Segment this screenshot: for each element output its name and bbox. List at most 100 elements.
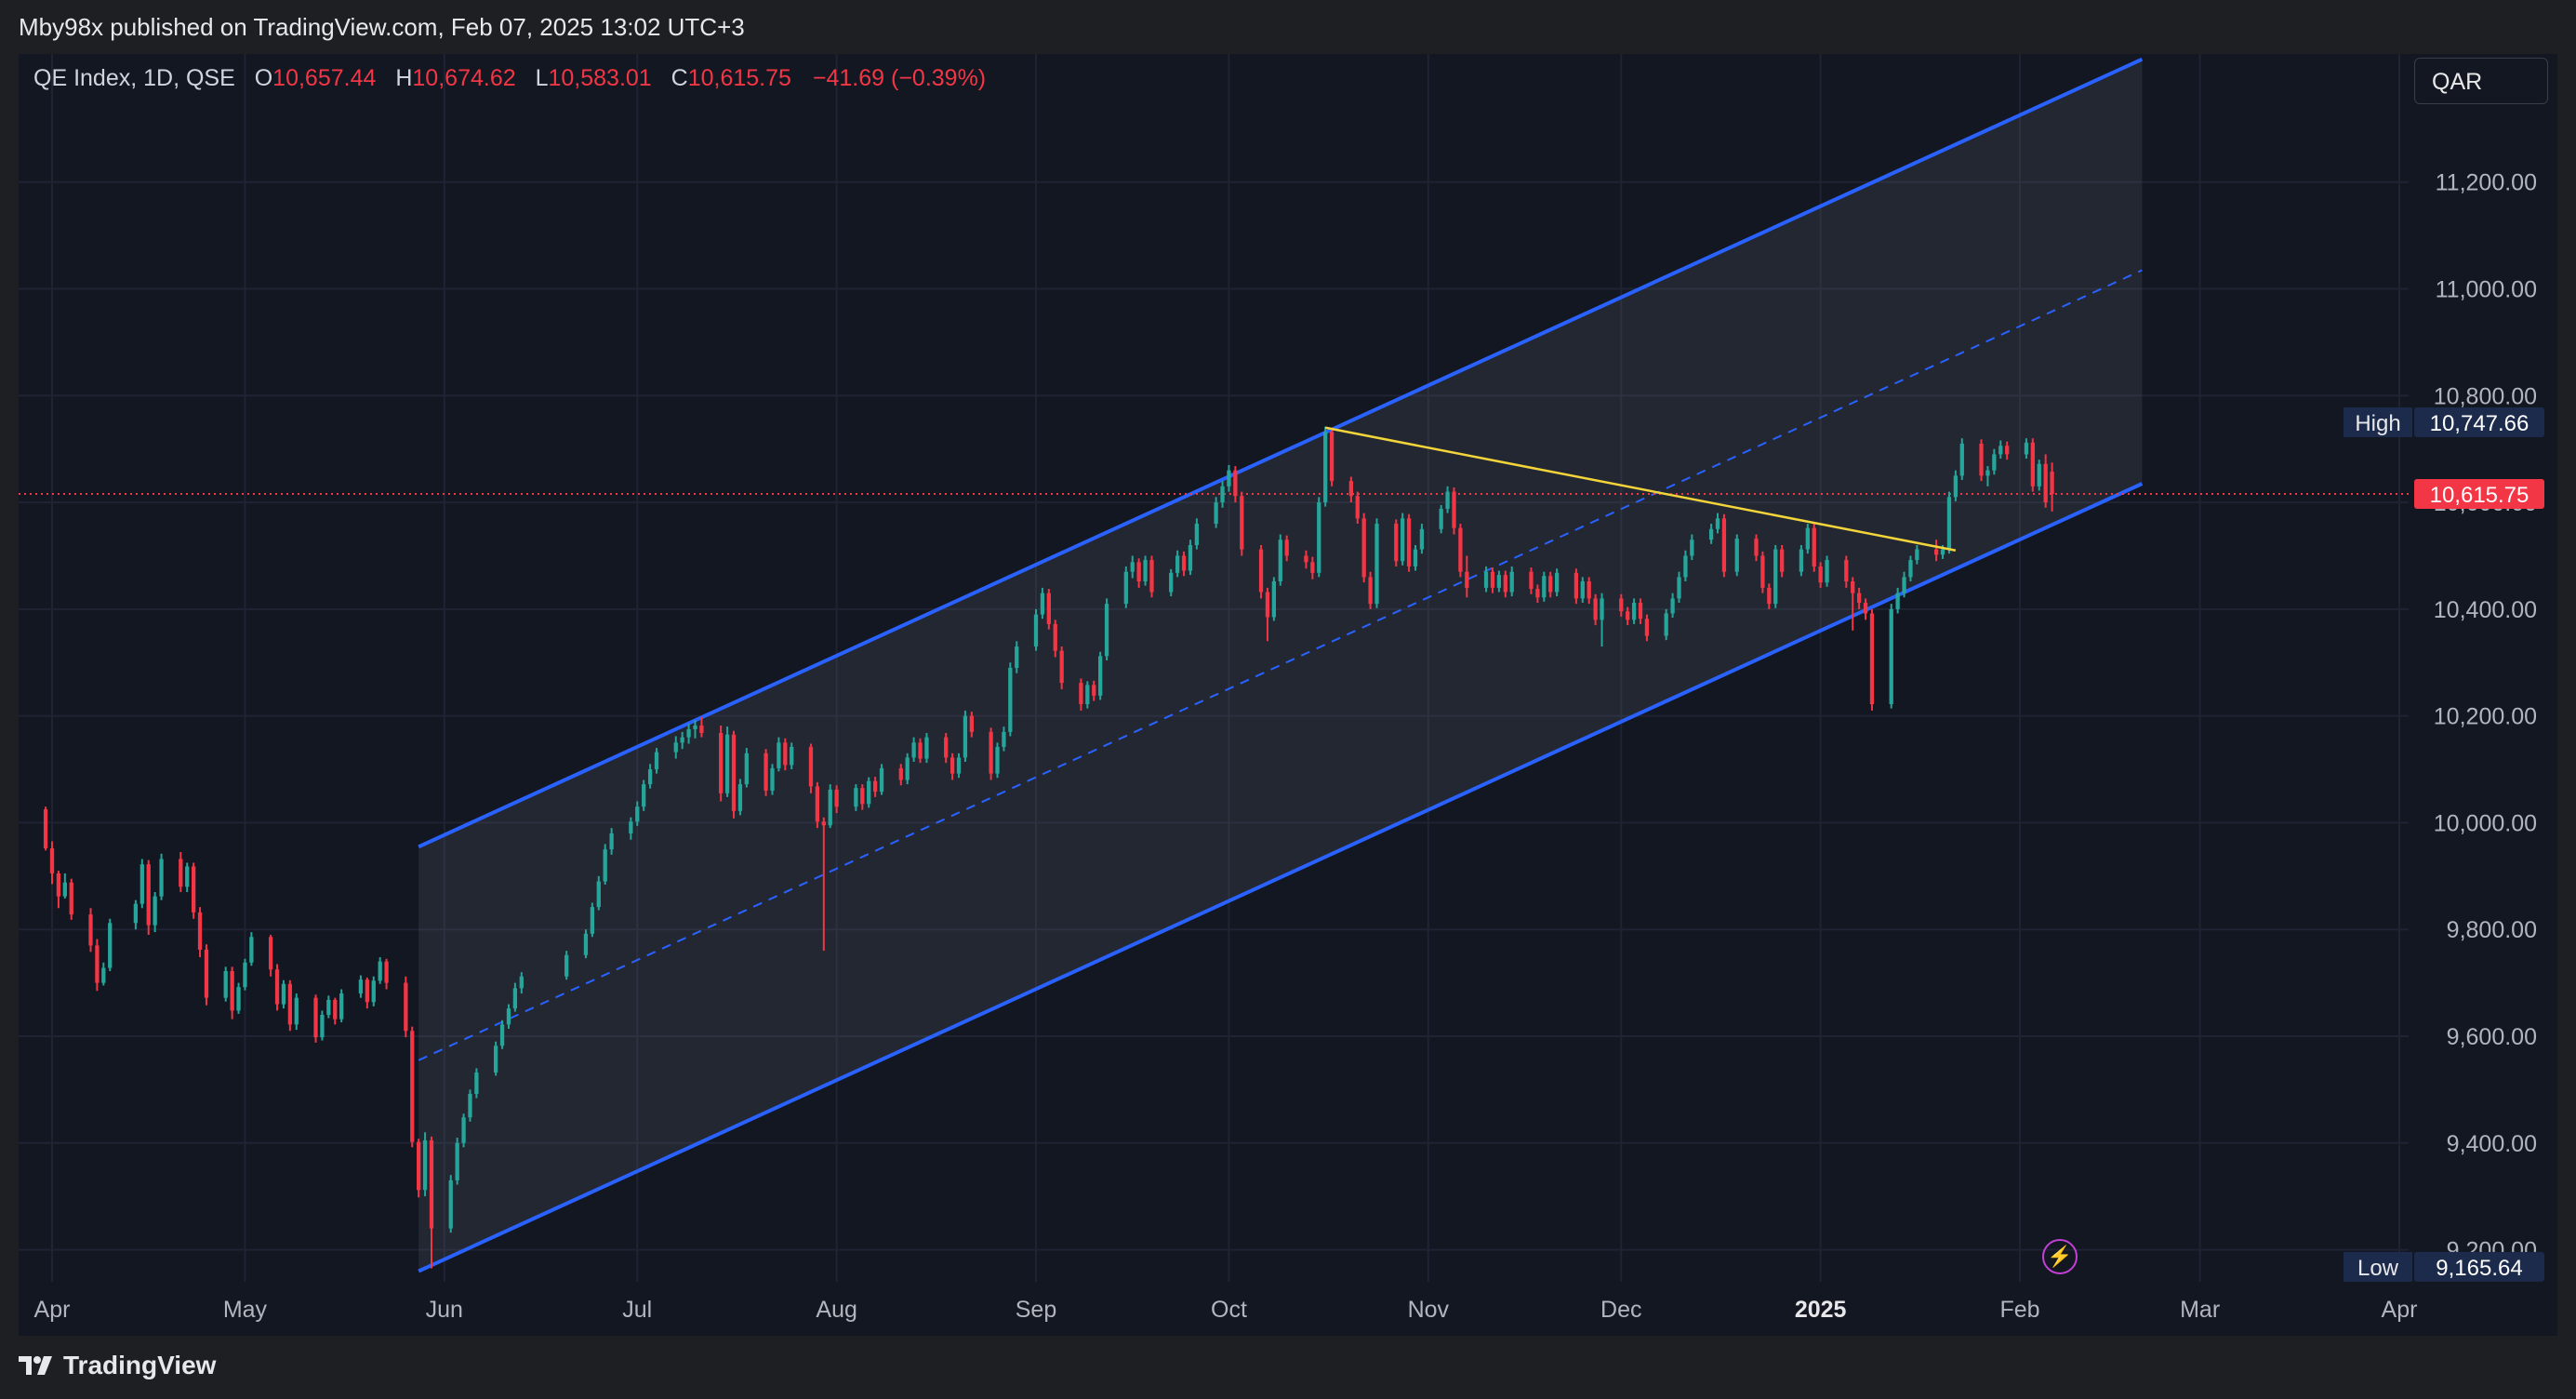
candle-body bbox=[1348, 481, 1353, 497]
publish-info: Mby98x published on TradingView.com, Feb… bbox=[19, 13, 745, 41]
high-marker-label: High bbox=[2355, 411, 2400, 436]
candle-body bbox=[62, 882, 67, 897]
candle-body bbox=[1085, 685, 1090, 705]
candle-body bbox=[1368, 577, 1373, 605]
lightning-icon[interactable]: ⚡ bbox=[2042, 1239, 2078, 1274]
candle-body bbox=[963, 715, 968, 758]
channel-middle-line bbox=[418, 269, 2143, 1061]
currency-selector[interactable]: QAR bbox=[2414, 58, 2548, 104]
candle-body bbox=[872, 780, 878, 793]
candle-body bbox=[1040, 593, 1045, 615]
channel-upper-line bbox=[418, 57, 2144, 849]
candle-body bbox=[647, 769, 653, 785]
candle-body bbox=[1953, 475, 1959, 498]
candle-body bbox=[133, 903, 139, 924]
candle-body bbox=[146, 864, 151, 926]
candle-body bbox=[1818, 566, 1823, 583]
candle-body bbox=[326, 999, 331, 1016]
candle-body bbox=[969, 715, 974, 732]
chart-area[interactable] bbox=[19, 54, 2557, 1336]
candle-body bbox=[274, 969, 280, 1005]
candle-body bbox=[56, 873, 61, 897]
candle-body bbox=[1780, 549, 1785, 572]
candle-body bbox=[1869, 613, 1875, 705]
x-tick-label: Dec bbox=[1600, 1297, 1641, 1323]
candle-body bbox=[2030, 442, 2035, 486]
candle-body bbox=[404, 982, 408, 1032]
candle-body bbox=[422, 1139, 428, 1191]
symbol-name: QE Index, 1D, QSE bbox=[33, 65, 235, 91]
candle-body bbox=[642, 784, 646, 807]
candle-body bbox=[1933, 549, 1939, 555]
candle-body bbox=[603, 849, 607, 882]
candle-body bbox=[1959, 443, 1964, 476]
candle-body bbox=[898, 767, 903, 780]
candle-body bbox=[1046, 593, 1051, 624]
candle-body bbox=[1631, 602, 1637, 620]
candle-body bbox=[1130, 562, 1135, 572]
candle-body bbox=[1406, 518, 1412, 566]
candle-body bbox=[1600, 598, 1604, 620]
candle-body bbox=[1394, 524, 1399, 562]
tradingview-logo-icon bbox=[19, 1356, 52, 1375]
high-marker-value-box bbox=[2414, 407, 2544, 437]
candle-body bbox=[1278, 540, 1282, 582]
candle-body bbox=[333, 999, 338, 1019]
candle-body bbox=[1760, 555, 1765, 588]
candle-body bbox=[583, 933, 589, 955]
x-tick-label: Feb bbox=[1999, 1297, 2039, 1323]
candle-body bbox=[1503, 575, 1507, 593]
candle-body bbox=[867, 780, 871, 805]
candle-body bbox=[693, 725, 697, 729]
low-label: L bbox=[535, 65, 549, 91]
candle-body bbox=[1721, 518, 1727, 572]
candle-body bbox=[1419, 528, 1425, 550]
candle-body bbox=[243, 962, 247, 988]
candle-body bbox=[461, 1117, 466, 1143]
candle-body bbox=[1136, 562, 1141, 582]
candle-body bbox=[493, 1046, 498, 1073]
last-price-marker-value: 10,615.75 bbox=[2430, 483, 2530, 508]
candle-body bbox=[770, 767, 775, 791]
candle-body bbox=[764, 753, 768, 791]
candle-body bbox=[1915, 549, 1919, 561]
candle-body bbox=[1181, 555, 1187, 571]
candle-body bbox=[2024, 442, 2029, 455]
candle-body bbox=[1805, 527, 1810, 550]
candle-body bbox=[1677, 577, 1681, 599]
symbol-legend: QE Index, 1D, QSE O10,657.44 H10,674.62 … bbox=[33, 65, 986, 92]
x-tick-label: Oct bbox=[1211, 1297, 1247, 1323]
candle-body bbox=[1626, 611, 1630, 620]
candle-body bbox=[1542, 576, 1547, 598]
candle-body bbox=[1458, 527, 1463, 572]
channel-lower-line bbox=[418, 482, 2144, 1273]
x-tick-label: May bbox=[223, 1297, 268, 1323]
candle-body bbox=[1844, 560, 1849, 582]
candle-body bbox=[1767, 587, 1772, 605]
candle-body bbox=[1059, 650, 1064, 684]
open-value: 10,657.44 bbox=[272, 65, 377, 91]
candle-body bbox=[191, 866, 196, 913]
candle-body bbox=[1445, 491, 1450, 509]
candle-body bbox=[1284, 540, 1289, 556]
candle-body bbox=[268, 937, 273, 970]
candle-body bbox=[596, 881, 601, 908]
candle-body bbox=[1439, 508, 1443, 529]
candle-body bbox=[1361, 518, 1366, 578]
y-tick-label: 9,800.00 bbox=[2447, 917, 2537, 943]
candle-body bbox=[358, 979, 364, 994]
candle-body bbox=[1548, 576, 1553, 593]
candle-body bbox=[737, 784, 743, 811]
candle-body bbox=[236, 987, 241, 1011]
candle-body bbox=[153, 896, 157, 926]
candle-body bbox=[223, 970, 228, 998]
x-tick-label: Jun bbox=[426, 1297, 463, 1323]
last-price-marker-value-box bbox=[2414, 479, 2544, 510]
candle-body bbox=[808, 746, 814, 787]
candle-body bbox=[1799, 549, 1804, 572]
y-tick-label: 10,000.00 bbox=[2434, 810, 2537, 836]
brand-logo[interactable]: TradingView bbox=[19, 1351, 216, 1380]
candle-body bbox=[1863, 602, 1868, 614]
candle-body bbox=[1104, 604, 1109, 657]
